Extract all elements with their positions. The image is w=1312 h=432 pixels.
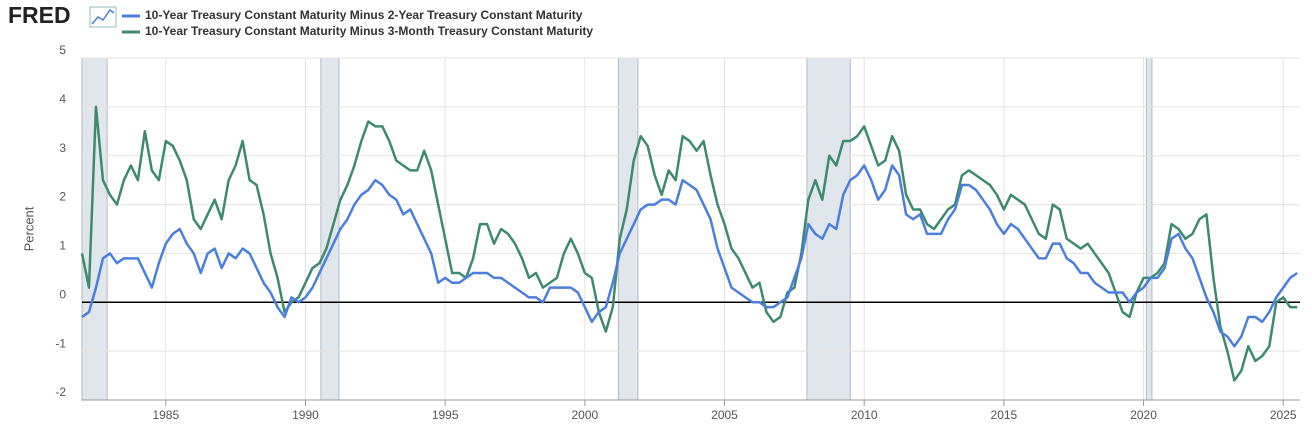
legend-label: 10-Year Treasury Constant Maturity Minus… [145,8,583,22]
x-tick-label: 1985 [152,408,179,422]
legend-label: 10-Year Treasury Constant Maturity Minus… [145,24,593,38]
y-tick-label: 0 [59,287,66,301]
y-axis-label: Percent [21,206,36,251]
recession-band [1145,57,1153,401]
series-line [80,105,1298,382]
x-tick-label: 2020 [1130,408,1157,422]
y-tick-label: 4 [59,92,66,106]
y-tick-label: -1 [55,336,66,350]
y-tick-label: 1 [59,239,66,253]
recession-band [806,57,851,401]
y-tick-label: -2 [55,385,66,399]
y-tick-label: 5 [59,43,66,57]
x-tick-label: 2025 [1270,408,1297,422]
recession-band [320,57,340,401]
logo-icon [91,8,115,25]
y-tick-label: 2 [59,190,66,204]
logo-icon-frame [89,6,117,28]
x-tick-label: 2015 [991,408,1018,422]
recession-band [81,57,108,401]
x-tick-label: 2005 [711,408,738,422]
x-tick-label: 1990 [292,408,319,422]
series-line [81,164,1298,348]
x-tick-label: 2010 [851,408,878,422]
x-tick-label: 2000 [571,408,598,422]
logo: FRED [8,2,71,28]
x-tick-label: 1995 [432,408,459,422]
y-tick-label: 3 [59,141,66,155]
